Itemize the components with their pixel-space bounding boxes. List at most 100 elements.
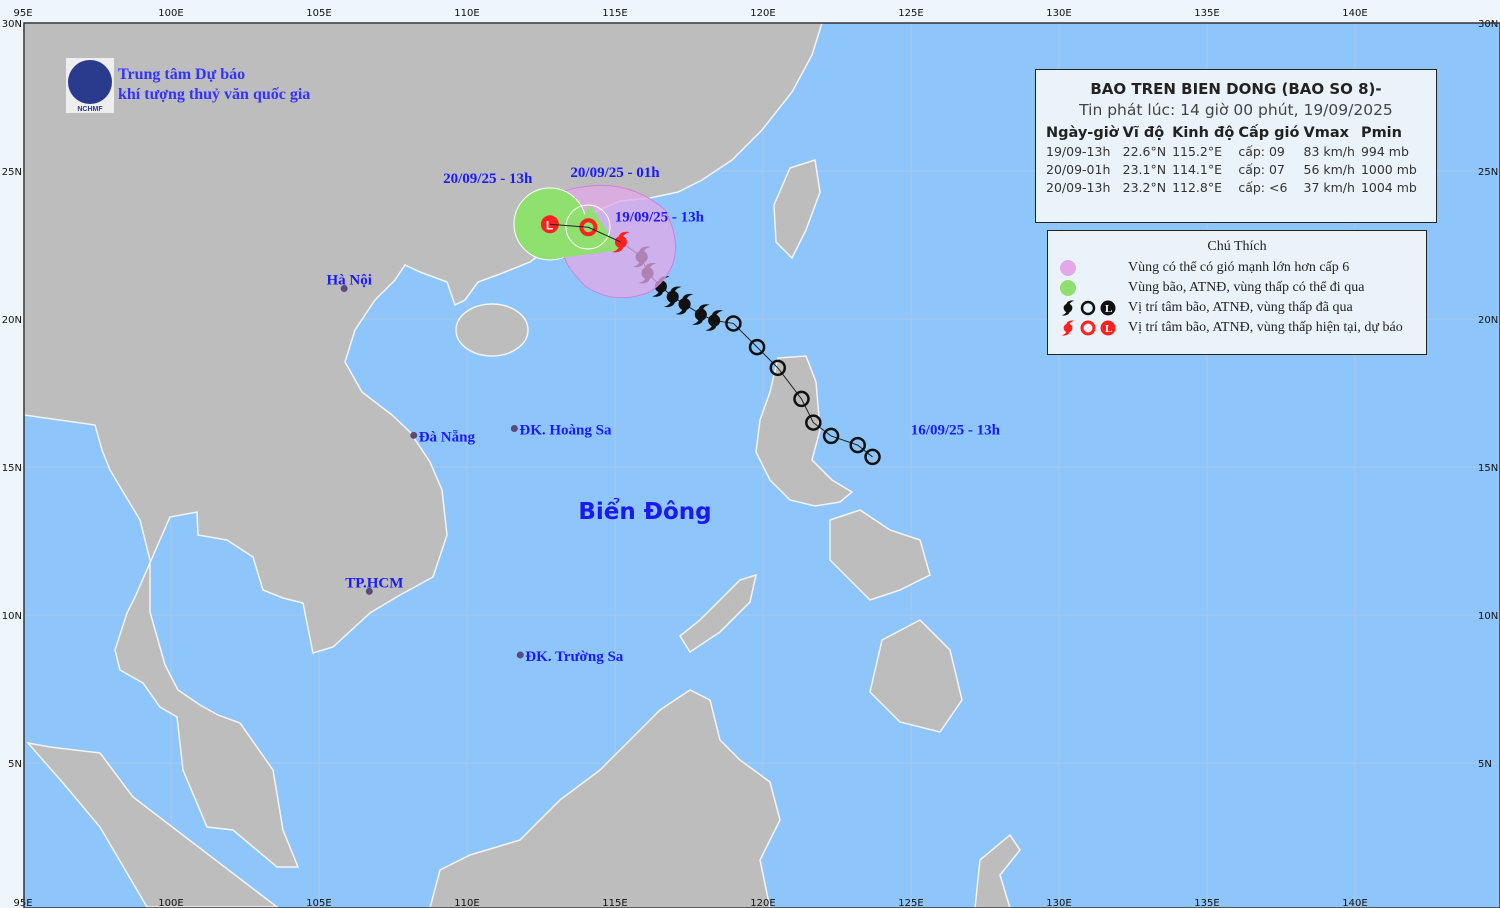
past-depression-marker <box>822 427 840 445</box>
lon-label-bottom: 120E <box>750 898 775 908</box>
lat-label-right: 30N <box>1478 19 1498 30</box>
place-label: ĐK. Trường Sa <box>525 649 624 665</box>
lon-label-bottom: 105E <box>306 898 331 908</box>
lon-label-top: 115E <box>602 8 627 19</box>
table-row: 20/09-01h 23.1°N 114.1°E cấp: 07 56 km/h 1000… <box>1046 161 1423 179</box>
table-cell: 114.1°E <box>1172 162 1223 177</box>
land-visayas <box>829 509 931 601</box>
storm-info-panel: BAO TREN BIEN DONG (BAO SO 8)- Tin phát … <box>1035 69 1437 223</box>
svg-text:L: L <box>1105 323 1112 335</box>
place-label: TP.HCM <box>345 575 403 591</box>
past-symbols-icon: L <box>1061 300 1116 316</box>
lon-label-bottom: 100E <box>158 898 183 908</box>
lon-label-bottom: 135E <box>1194 898 1219 908</box>
table-header: Vmax <box>1303 125 1349 141</box>
table-row: 19/09-13h 22.6°N 115.2°E cấp: 09 83 km/h 994 … <box>1046 143 1423 161</box>
lon-label-top: 135E <box>1194 8 1219 19</box>
table-row: 20/09-13h 23.2°N 112.8°E cấp: <6 37 km/h 1004… <box>1046 179 1423 197</box>
land <box>23 22 1021 908</box>
logo-emblem <box>68 60 112 104</box>
past-depression-marker <box>769 359 787 377</box>
bulletin-title: BAO TREN BIEN DONG (BAO SO 8)- <box>1090 80 1382 98</box>
past-depression-marker <box>864 448 881 466</box>
legend-item: L Vị trí tâm bão, ATNĐ, vùng thấp hiện tạ… <box>1048 318 1426 338</box>
legend-title: Chú Thích <box>1207 239 1267 254</box>
table-cell: 994 mb <box>1360 144 1409 159</box>
table-cell: 83 km/h <box>1303 144 1355 159</box>
logo-mark: NCHMF <box>77 106 103 113</box>
lon-label-top: 140E <box>1342 8 1367 19</box>
past-depression-marker <box>725 315 742 332</box>
lon-label-bottom: 115E <box>602 898 627 908</box>
track-time-label: 20/09/25 - 01h <box>570 165 660 181</box>
land-hainan <box>455 303 529 357</box>
lon-label-top: 110E <box>454 8 479 19</box>
land-sumatra <box>26 741 280 908</box>
legend-label: Vùng có thể có gió mạnh lớn hơn cấp 6 <box>1128 260 1350 275</box>
legend-item: Vùng bão, ATNĐ, vùng thấp có thể đi qua <box>1048 278 1426 298</box>
lon-label-bottom: 125E <box>898 898 923 908</box>
place-label: Hà Nội <box>326 273 371 289</box>
lat-label-left: 30N <box>2 19 22 30</box>
lon-label-top: 95E <box>13 8 32 19</box>
land-palawan <box>679 573 758 654</box>
agency-name-line2: khí tượng thuỷ văn quốc gia <box>118 86 311 103</box>
lon-label-bottom: 130E <box>1046 898 1071 908</box>
table-cell: cấp: <6 <box>1238 180 1288 195</box>
issued-time: Tin phát lúc: 14 giờ 00 phút, 19/09/2025 <box>1079 101 1393 119</box>
track-time-label: 19/09/25 - 13h <box>615 209 705 225</box>
track-time-label: 16/09/25 - 13h <box>911 422 1001 438</box>
logo: NCHMF <box>66 58 114 113</box>
past-depression-marker <box>805 414 822 431</box>
forecast-track-line <box>549 223 622 243</box>
storm-zone-swatch <box>1060 280 1076 296</box>
legend-label: Vị trí tâm bão, ATNĐ, vùng thấp đã qua <box>1128 300 1353 315</box>
current-symbols-icon: L <box>1061 320 1116 336</box>
lat-label-right: 10N <box>1478 611 1498 622</box>
svg-text:L: L <box>1105 303 1112 315</box>
table-cell: 20/09-01h <box>1046 162 1111 177</box>
table-cell: 37 km/h <box>1303 180 1355 195</box>
table-header: Vĩ độ <box>1122 125 1165 141</box>
past-depression-marker <box>849 436 866 454</box>
table-cell: 19/09-13h <box>1046 144 1111 159</box>
lat-label-left: 15N <box>2 463 22 474</box>
place-dot <box>365 587 373 595</box>
lat-label-right: 5N <box>1478 759 1492 770</box>
lon-label-top: 105E <box>306 8 331 19</box>
lat-label-right: 25N <box>1478 167 1498 178</box>
map-frame <box>23 22 1500 908</box>
legend-panel: Chú Thích Vùng có thể có gió mạnh lớn hơ… <box>1047 230 1427 355</box>
map-labels: Hà Nội Đà Nẵng ĐK. Hoàng Sa TP.HCM ĐK. Trườn… <box>326 165 1000 665</box>
land-luzon <box>755 355 854 507</box>
low-letter: L <box>546 218 553 232</box>
sea-label: Biển Đông <box>578 497 711 525</box>
lat-label-left: 5N <box>8 759 22 770</box>
place-dot <box>340 285 348 293</box>
table-cell: 1000 mb <box>1360 162 1417 177</box>
land-mindanao <box>869 619 963 733</box>
table-cell: 112.8°E <box>1172 180 1223 195</box>
lon-label-top: 130E <box>1046 8 1071 19</box>
agency-name-line1: Trung tâm Dự báo <box>118 66 246 83</box>
place-dot <box>516 651 524 659</box>
lon-label-top: 125E <box>898 8 923 19</box>
lat-label-left: 20N <box>2 315 22 326</box>
land-taiwan <box>773 159 821 260</box>
past-depression-marker <box>748 338 766 356</box>
track-time-label: 20/09/25 - 13h <box>443 171 533 187</box>
table-header: Ngày-giờ <box>1046 125 1119 141</box>
wind-zone-swatch <box>1060 260 1076 276</box>
table-cell: 56 km/h <box>1303 162 1355 177</box>
table-cell: 115.2°E <box>1172 144 1223 159</box>
forecast-depression-marker <box>579 218 598 237</box>
legend-label: Vùng bão, ATNĐ, vùng thấp có thể đi qua <box>1128 280 1365 295</box>
table-cell: cấp: 07 <box>1238 162 1285 177</box>
lat-label-right: 20N <box>1478 315 1498 326</box>
legend-label: Vị trí tâm bão, ATNĐ, vùng thấp hiện tại… <box>1128 320 1403 335</box>
current-forecast-track: L <box>540 215 630 253</box>
lat-label-left: 25N <box>2 167 22 178</box>
place-dot <box>410 431 418 439</box>
lat-label-left: 10N <box>2 611 22 622</box>
past-depression-marker <box>793 390 810 408</box>
